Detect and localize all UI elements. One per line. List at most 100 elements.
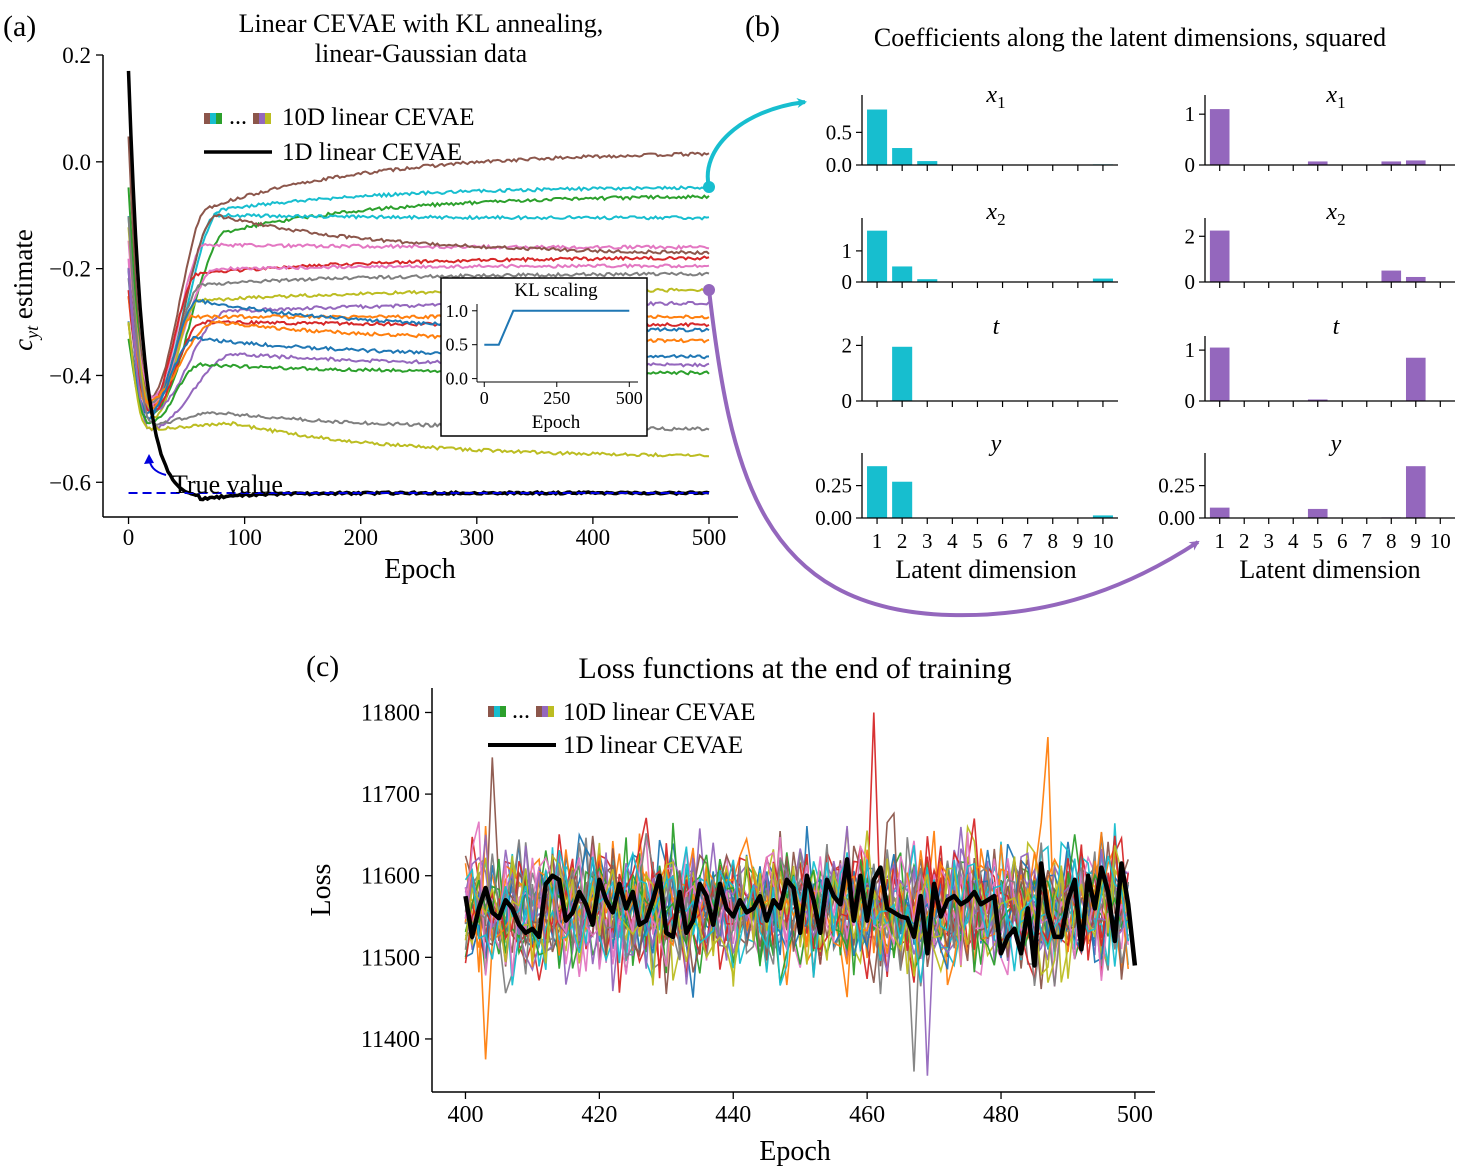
panel-c-x-label: Epoch (759, 1136, 831, 1167)
b-ytick-label: 1 (1185, 338, 1196, 362)
c-ytick-label: 11600 (361, 864, 420, 890)
panel-a-x-ticks: 0 100 200 300 400 500 (123, 517, 726, 550)
b-subplot: y 1 2 3 4 5 6 7 8 9 10 0.00 0.25 (1158, 431, 1455, 553)
b-subplot: t 0 2 (842, 314, 1118, 413)
true-value-label: True value (172, 470, 283, 499)
legend-c-label-1d: 1D linear CEVAE (563, 732, 743, 759)
b-xtick-label: 4 (947, 529, 958, 553)
b-row-title: t (1333, 314, 1341, 340)
b-xtick-label: 7 (1022, 529, 1033, 553)
b-xtick-label: 5 (972, 529, 983, 553)
b-bar (1381, 270, 1402, 282)
b-xtick-label: 5 (1312, 529, 1323, 553)
y-label-sub: yt (22, 325, 42, 341)
a-series-line (127, 321, 710, 458)
b-xtick-label: 3 (922, 529, 933, 553)
b-ytick-label: 1 (842, 239, 853, 263)
b-ytick-label: 0.00 (1158, 506, 1195, 530)
panel-b-label: (b) (745, 10, 780, 43)
c-ytick-label: 11700 (361, 782, 420, 808)
b-bar (892, 266, 913, 282)
b-bar (1307, 399, 1328, 401)
b-row-title-main: x (1325, 82, 1337, 108)
inset-title: KL scaling (514, 280, 598, 301)
b-xtick-label: 2 (897, 529, 908, 553)
b-bar (1405, 160, 1426, 165)
a-xtick-label: 100 (227, 525, 262, 550)
b-row-title-main: t (1333, 314, 1341, 340)
legend-c-ellipsis: ... (512, 698, 530, 724)
panel-a-y-ticks: 0.2 0.0 −0.2 −0.4 −0.6 (49, 43, 103, 495)
b-ytick-label: 0.25 (1158, 474, 1195, 498)
b-row-title: y (1329, 431, 1342, 457)
a-series-line (127, 271, 710, 404)
b-row-title: x2 (985, 199, 1005, 229)
a-series-line (127, 187, 710, 415)
b-ytick-label: 0.25 (815, 474, 852, 498)
inset-frame (440, 277, 648, 437)
b-row-title-main: x (1325, 199, 1337, 225)
inset-ticks: 0 250 500 0.0 0.5 1.0 (446, 301, 643, 408)
a-series-line (127, 240, 710, 399)
b-row-title-main: t (993, 314, 1001, 340)
panel-b-title: Coefficients along the latent dimensions… (874, 23, 1386, 52)
panel-b: (b) Coefficients along the latent dimens… (745, 10, 1455, 584)
inset-xtick-label: 500 (616, 388, 643, 408)
kl-scaling-inset: KL scaling 0 250 500 0.0 0.5 1.0 Epoch (440, 277, 648, 437)
a-xtick-label: 300 (460, 525, 495, 550)
b-xtick-label: 1 (1214, 529, 1225, 553)
b-subplot: x1 0.0 0.5 (826, 82, 1118, 177)
a-series-line (127, 255, 710, 408)
b-bar (1092, 278, 1113, 282)
b-xtick-label: 3 (1263, 529, 1274, 553)
panel-c-series-group (463, 712, 1138, 1076)
b-row-title: x1 (1325, 82, 1345, 112)
a-series-line (127, 136, 710, 399)
panel-c-title: Loss functions at the end of training (578, 652, 1011, 685)
a-series-line (127, 185, 710, 410)
b-xtick-label: 4 (1288, 529, 1299, 553)
true-value-arrowhead (144, 454, 154, 464)
panel-c-legend: ... 10D linear CEVAE 1D linear CEVAE (488, 698, 756, 759)
panel-c-y-ticks: 11400 11500 11600 11700 11800 (361, 700, 432, 1053)
a-series-line (127, 213, 710, 406)
b-bar (1307, 161, 1328, 165)
c-xtick-label: 480 (983, 1102, 1019, 1128)
b-row-title-sub: 2 (997, 210, 1006, 229)
b-xtick-label: 8 (1047, 529, 1058, 553)
b-bar (1405, 357, 1426, 401)
legend-swatch-10d: ... (204, 104, 271, 130)
a-ytick-label: −0.4 (49, 363, 91, 388)
b-bar (1405, 466, 1426, 518)
b-ytick-label: 2 (1185, 224, 1196, 248)
b-row-title-sub: 1 (997, 93, 1006, 112)
b-ytick-label: 0.0 (826, 153, 852, 177)
b-xtick-label: 7 (1362, 529, 1373, 553)
b-ytick-label: 0 (1185, 153, 1196, 177)
b-row-title: t (993, 314, 1001, 340)
inset-ytick-label: 0.0 (446, 369, 469, 389)
b-subplot: t 0 1 (1185, 314, 1455, 413)
legend-c-swatch-10d: ... (488, 698, 554, 724)
inset-x-label: Epoch (532, 412, 581, 433)
b-xtick-label: 6 (1337, 529, 1348, 553)
b-row-title: x2 (1325, 199, 1345, 229)
panel-c-label: (c) (306, 650, 339, 683)
y-label-main: c (8, 339, 38, 351)
c-xtick-label: 440 (715, 1102, 751, 1128)
panel-a-label: (a) (3, 10, 36, 43)
b-bar (1307, 508, 1328, 518)
b-bar (867, 230, 888, 282)
a-xtick-label: 400 (576, 525, 611, 550)
a-ytick-label: −0.2 (49, 257, 91, 282)
panel-a-x-label: Epoch (384, 554, 456, 585)
c-xtick-label: 460 (849, 1102, 885, 1128)
inset-xtick-label: 0 (480, 388, 489, 408)
b-bar (1209, 109, 1230, 165)
b-row-title-main: y (989, 431, 1002, 457)
b-xtick-label: 6 (997, 529, 1008, 553)
inset-xtick-label: 250 (543, 388, 570, 408)
